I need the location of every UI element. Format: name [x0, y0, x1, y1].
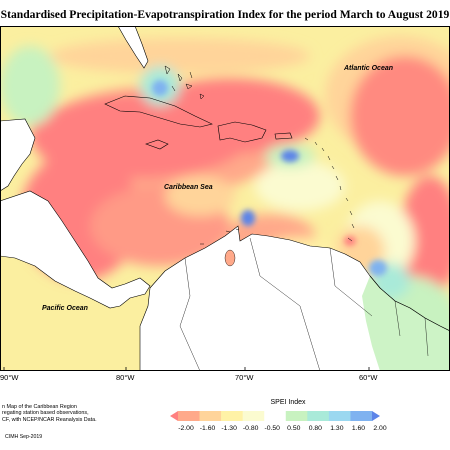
central-america-land	[0, 118, 36, 192]
colorbar-tick-label: -0.50	[264, 425, 280, 432]
colorbar-segment	[264, 411, 287, 421]
colorbar-segment	[307, 411, 330, 421]
map-title: Standardised Precipitation-Evapotranspir…	[0, 8, 450, 21]
colorbar-segment	[372, 411, 380, 421]
longitude-label-70w: 70°W	[235, 373, 254, 382]
caribbean-sea-label: Caribbean Sea	[164, 184, 213, 191]
footnote-line: n Map of the Caribbean Region	[2, 404, 77, 410]
jamaica-outline	[145, 139, 169, 150]
spei-map: Atlantic Ocean Caribbean Sea Pacific Oce…	[0, 26, 450, 371]
colorbar-tick-label: -2.00	[178, 425, 194, 432]
colorbar-tick-label: 0.50	[287, 425, 301, 432]
cuba-outline	[104, 95, 213, 128]
colorbar-tick-label: 1.30	[330, 425, 344, 432]
colorbar-tick-label: 1.60	[351, 425, 366, 432]
colorbar-segment	[328, 411, 351, 421]
colorbar-title: SPEI Index	[270, 399, 306, 406]
spei-colorbar	[170, 411, 380, 421]
florida-land	[117, 26, 149, 69]
map-credit: CIMH Sep-2019	[5, 434, 43, 440]
footnote-line: CF, with NCEP/NCAR Reanalysis Data.	[2, 416, 97, 423]
longitude-label-90w: 90°W	[0, 373, 19, 382]
central-america-isthmus	[0, 190, 151, 309]
colorbar-tick-label: 0.80	[308, 425, 322, 432]
colorbar-tick-label: -0.80	[242, 425, 259, 432]
colorbar-segment	[170, 411, 178, 421]
longitude-label-60w: 60°W	[359, 373, 378, 382]
footnote-line: regating station based observations,	[2, 410, 89, 417]
colorbar-tick-label: 2.00	[373, 425, 387, 432]
colorbar-segment	[285, 411, 308, 421]
colorbar-segment	[199, 411, 222, 421]
colorbar-tick-label: -1.30	[221, 425, 237, 432]
longitude-label-80w: 80°W	[116, 373, 135, 382]
atlantic-ocean-label: Atlantic Ocean	[343, 65, 393, 72]
pacific-ocean-label: Pacific Ocean	[42, 305, 88, 312]
colorbar-segment	[178, 411, 200, 421]
colorbar-tick-labels: -2.00 -1.60 -1.30 -0.80 -0.50 0.50 0.80 1.30 1.6…	[176, 425, 386, 435]
colorbar-segment	[221, 411, 243, 421]
colorbar-tick-label: -1.60	[199, 425, 216, 432]
map-footnote: n Map of the Caribbean Region regating s…	[2, 404, 122, 423]
hispaniola-outline	[217, 121, 267, 143]
colorbar-segment	[242, 411, 265, 421]
colorbar-segment	[350, 411, 373, 421]
